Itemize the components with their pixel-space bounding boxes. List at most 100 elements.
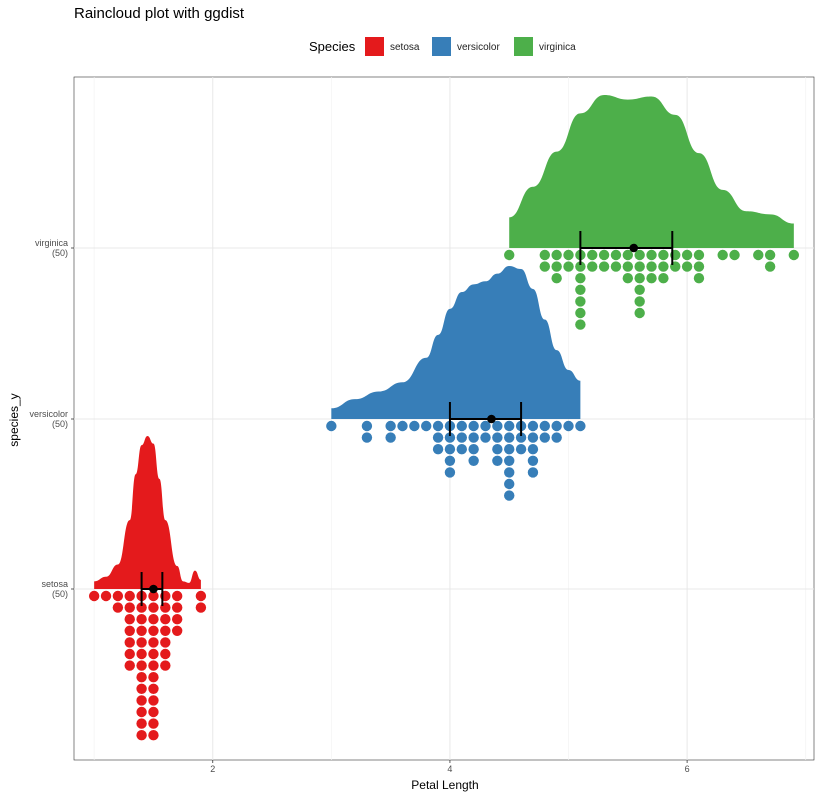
dot-versicolor bbox=[492, 455, 503, 466]
dot-setosa bbox=[148, 672, 159, 683]
dot-setosa bbox=[148, 625, 159, 636]
dot-virginica bbox=[764, 249, 776, 261]
dot-setosa bbox=[171, 625, 183, 636]
dot-versicolor bbox=[468, 455, 479, 466]
dot-versicolor bbox=[515, 444, 527, 455]
legend-label-versicolor: versicolor bbox=[457, 42, 500, 53]
dot-setosa bbox=[136, 602, 147, 613]
dot-setosa bbox=[136, 625, 147, 636]
dot-setosa bbox=[171, 590, 183, 602]
dot-versicolor bbox=[504, 490, 515, 501]
dot-versicolor bbox=[480, 432, 491, 443]
dot-versicolor bbox=[397, 420, 408, 432]
dot-setosa bbox=[148, 602, 159, 613]
dot-setosa bbox=[148, 695, 159, 706]
dot-setosa bbox=[148, 683, 159, 694]
dot-virginica bbox=[622, 261, 634, 272]
dot-virginica bbox=[658, 261, 669, 272]
dot-setosa bbox=[124, 590, 135, 602]
dot-virginica bbox=[634, 249, 645, 261]
dot-setosa bbox=[148, 590, 159, 602]
dot-setosa bbox=[148, 706, 159, 718]
dot-setosa bbox=[148, 614, 159, 625]
dot-virginica bbox=[729, 249, 740, 261]
legend-title: Species bbox=[309, 39, 356, 54]
dot-setosa bbox=[195, 602, 207, 613]
y-tick-label-virginica: virginica (50) bbox=[35, 238, 68, 258]
dot-setosa bbox=[171, 602, 183, 613]
dot-versicolor bbox=[456, 420, 467, 432]
dot-versicolor bbox=[432, 444, 444, 455]
dot-virginica bbox=[575, 296, 586, 307]
dot-virginica bbox=[646, 249, 657, 261]
dot-versicolor bbox=[575, 420, 586, 432]
dot-virginica bbox=[658, 273, 669, 284]
dot-setosa bbox=[148, 718, 159, 729]
dot-versicolor bbox=[385, 432, 396, 443]
series-setosa bbox=[88, 436, 207, 741]
dot-versicolor bbox=[480, 420, 491, 432]
dot-virginica bbox=[610, 261, 622, 272]
dot-virginica bbox=[551, 249, 562, 261]
dot-setosa bbox=[136, 706, 147, 718]
legend-label-virginica: virginica bbox=[539, 42, 576, 53]
median-point-setosa bbox=[149, 584, 158, 594]
dot-versicolor bbox=[539, 432, 551, 443]
dot-setosa bbox=[148, 730, 159, 741]
dot-versicolor bbox=[361, 420, 373, 432]
series-virginica bbox=[504, 95, 800, 330]
dot-versicolor bbox=[421, 420, 432, 432]
dot-setosa bbox=[136, 718, 147, 729]
dot-virginica bbox=[551, 273, 562, 284]
dot-versicolor bbox=[504, 467, 515, 478]
dot-setosa bbox=[136, 730, 147, 741]
dot-setosa bbox=[136, 672, 147, 683]
dot-versicolor bbox=[492, 432, 503, 443]
y-axis-title: species_y bbox=[7, 393, 21, 446]
dot-virginica bbox=[551, 261, 562, 272]
dot-setosa bbox=[112, 602, 124, 613]
x-axis-title: Petal Length bbox=[411, 778, 478, 792]
density-cloud-setosa bbox=[94, 436, 201, 589]
chart-title: Raincloud plot with ggdist bbox=[74, 5, 245, 22]
axes: 2 4 6 setosa (50) versicolor (50) virginica (50) bbox=[29, 238, 689, 774]
dot-setosa bbox=[124, 637, 135, 648]
dot-versicolor bbox=[492, 444, 503, 455]
dot-virginica bbox=[563, 261, 574, 272]
dot-setosa bbox=[136, 695, 147, 706]
dot-virginica bbox=[575, 284, 586, 295]
dot-setosa bbox=[160, 660, 171, 671]
dot-setosa bbox=[136, 637, 147, 648]
dot-setosa bbox=[160, 625, 171, 636]
dot-virginica bbox=[764, 261, 776, 272]
dot-virginica bbox=[622, 249, 634, 261]
dot-versicolor bbox=[444, 432, 456, 443]
dot-virginica bbox=[634, 273, 645, 284]
dot-setosa bbox=[160, 637, 171, 648]
median-point-versicolor bbox=[487, 414, 496, 424]
dot-versicolor bbox=[551, 432, 562, 443]
dot-virginica bbox=[717, 249, 728, 261]
dot-versicolor bbox=[527, 420, 539, 432]
dot-versicolor bbox=[444, 455, 456, 466]
dot-virginica bbox=[587, 249, 598, 261]
dot-virginica bbox=[634, 284, 645, 295]
dot-setosa bbox=[195, 590, 207, 602]
dot-virginica bbox=[646, 273, 657, 284]
dot-versicolor bbox=[468, 444, 479, 455]
median-point-virginica bbox=[629, 243, 639, 253]
dot-setosa bbox=[171, 614, 183, 625]
dot-setosa bbox=[124, 625, 135, 636]
dot-virginica bbox=[575, 273, 586, 284]
dot-versicolor bbox=[326, 420, 337, 432]
dot-versicolor bbox=[551, 420, 562, 432]
dot-setosa bbox=[124, 660, 135, 671]
dot-versicolor bbox=[492, 420, 503, 432]
dot-versicolor bbox=[527, 444, 539, 455]
dot-setosa bbox=[124, 614, 135, 625]
legend: Species setosa versicolor virginica bbox=[309, 37, 576, 56]
x-tick-label: 6 bbox=[685, 764, 690, 774]
dot-versicolor bbox=[468, 432, 479, 443]
y-tick-label-setosa: setosa (50) bbox=[41, 579, 68, 599]
